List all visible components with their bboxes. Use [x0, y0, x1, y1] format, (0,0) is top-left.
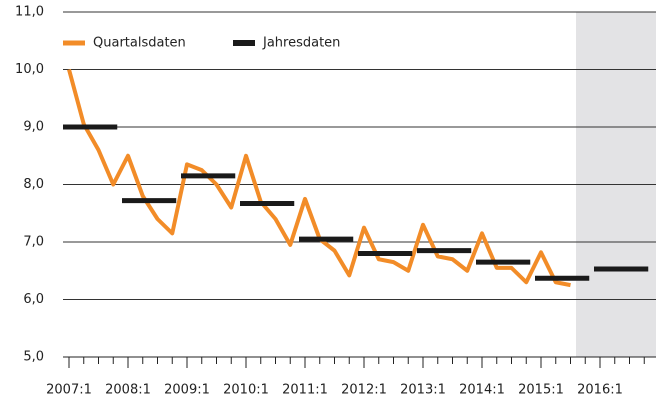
x-tick-label: 2016:1 — [577, 383, 623, 398]
y-tick-label: 7,0 — [23, 235, 44, 250]
quarterly-line — [67, 68, 571, 288]
x-tick-label: 2010:1 — [223, 383, 269, 398]
y-tick-label: 5,0 — [23, 350, 44, 365]
x-tick-label: 2015:1 — [518, 383, 564, 398]
y-tick-label: 9,0 — [23, 120, 44, 135]
x-tick-label: 2014:1 — [459, 383, 505, 398]
x-tick-label: 2012:1 — [341, 383, 387, 398]
x-tick-label: 2009:1 — [164, 383, 210, 398]
x-tick-label: 2013:1 — [400, 383, 446, 398]
y-tick-label: 6,0 — [23, 292, 44, 307]
y-tick-label: 11,0 — [15, 5, 44, 20]
x-tick-label: 2011:1 — [282, 383, 328, 398]
x-tick-label: 2008:1 — [105, 383, 151, 398]
y-tick-label: 10,0 — [15, 62, 44, 77]
x-tick-label: 2007:1 — [46, 383, 92, 398]
legend-label: Jahresdaten — [262, 36, 340, 51]
legend-label: Quartalsdaten — [93, 36, 186, 51]
y-tick-label: 8,0 — [23, 177, 44, 192]
